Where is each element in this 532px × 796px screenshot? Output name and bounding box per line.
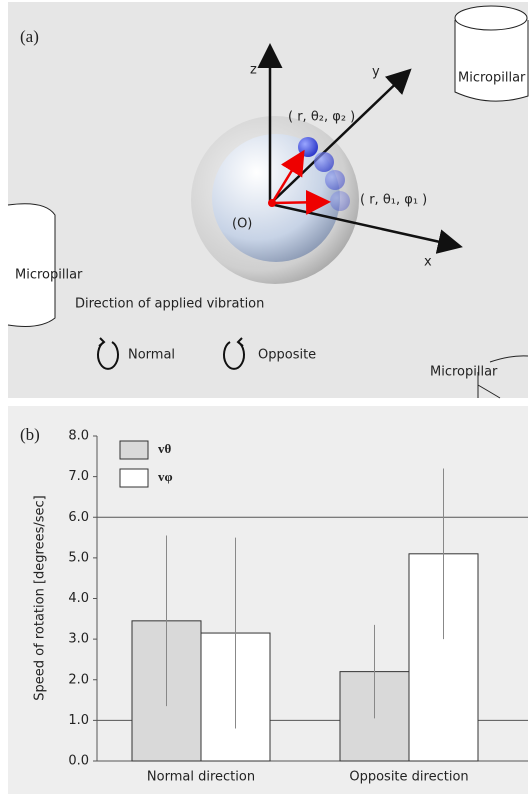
legend-swatch <box>120 441 148 459</box>
vibration-option: Opposite <box>258 348 316 363</box>
y-tick-label: 5.0 <box>68 550 89 565</box>
legend-label: vφ <box>158 469 173 484</box>
panel-label: (b) <box>20 425 40 444</box>
y-tick-label: 0.0 <box>68 754 89 769</box>
axis-label: z <box>250 63 257 78</box>
y-tick-label: 8.0 <box>68 429 89 444</box>
panel-label: (a) <box>20 27 39 46</box>
x-tick-label: Opposite direction <box>349 770 468 785</box>
y-tick-label: 7.0 <box>68 469 89 484</box>
y-tick-label: 3.0 <box>68 632 89 647</box>
vibration-title: Direction of applied vibration <box>75 297 264 312</box>
x-tick-label: Normal direction <box>147 770 255 785</box>
y-tick-label: 4.0 <box>68 591 89 606</box>
y-tick-label: 2.0 <box>68 672 89 687</box>
vibration-option: Normal <box>128 348 175 363</box>
particle <box>330 191 350 211</box>
micropillar-label: Micropillar <box>15 268 83 283</box>
particle <box>314 152 334 172</box>
y-tick-label: 6.0 <box>68 510 89 525</box>
position-label: ( r, θ₂, φ₂ ) <box>288 110 355 125</box>
particle <box>325 170 345 190</box>
legend-label: vθ <box>158 441 172 456</box>
micropillar-label: Micropillar <box>430 365 498 380</box>
axis-label: y <box>372 65 380 80</box>
micropillar-label: Micropillar <box>458 71 526 86</box>
origin-label: (O) <box>232 217 252 232</box>
y-axis-label: Speed of rotation [degrees/sec] <box>33 495 48 700</box>
y-tick-label: 1.0 <box>68 713 89 728</box>
origin-point <box>268 199 276 207</box>
axis-label: x <box>424 255 432 270</box>
legend-swatch <box>120 469 148 487</box>
position-label: ( r, θ₁, φ₁ ) <box>360 193 427 208</box>
figure: (a) Micropillar Micropillar Micropillar … <box>0 0 532 796</box>
